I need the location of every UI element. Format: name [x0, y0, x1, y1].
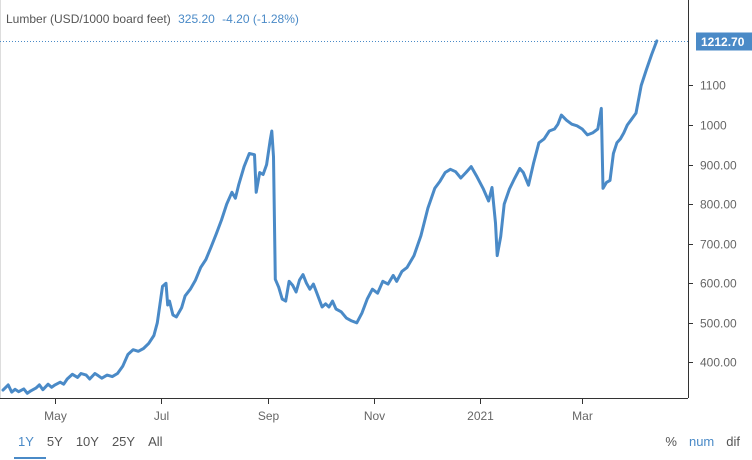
x-tick-label: 2021	[467, 409, 494, 423]
instrument-value: 325.20	[178, 12, 215, 26]
display-mode-selector: % num dif	[659, 430, 746, 454]
price-series-line	[1, 39, 659, 395]
last-price-tag-text: 1212.70	[701, 35, 745, 49]
last-price-tag-bg	[696, 32, 752, 51]
range-button-5y[interactable]: 5Y	[46, 434, 63, 449]
range-button-1y[interactable]: 1Y	[12, 431, 46, 459]
mode-button-num[interactable]: num	[688, 434, 715, 449]
y-tick-label: 700.00	[700, 238, 737, 252]
x-tick-label: Nov	[364, 409, 385, 423]
range-button-all[interactable]: All	[148, 434, 163, 449]
x-tick-label: Jul	[154, 409, 169, 423]
y-tick-label: 900.00	[700, 159, 737, 173]
y-tick-label: 1000	[700, 119, 727, 133]
range-button-10y[interactable]: 10Y	[75, 434, 99, 449]
y-tick-label: 400.00	[700, 356, 737, 370]
instrument-change: -4.20 (-1.28%)	[222, 12, 299, 26]
x-tick-label: Mar	[572, 409, 593, 423]
x-tick-label: May	[44, 409, 67, 423]
y-tick-label: 1100	[700, 79, 726, 93]
range-button-25y[interactable]: 25Y	[111, 434, 136, 449]
y-tick-label: 600.00	[700, 277, 737, 291]
chart-header: Lumber (USD/1000 board feet) 325.20 -4.2…	[6, 10, 299, 28]
last-price-tag: 1212.70	[696, 32, 752, 51]
y-tick-label: 800.00	[700, 198, 737, 212]
mode-button-dif[interactable]: dif	[726, 434, 740, 449]
x-tick-label: Sep	[258, 409, 280, 423]
time-range-selector: 1Y 5Y 10Y 25Y All	[0, 430, 170, 459]
instrument-name: Lumber (USD/1000 board feet)	[6, 12, 171, 26]
y-tick-label: 500.00	[700, 317, 737, 331]
mode-button-percent[interactable]: %	[665, 434, 677, 449]
